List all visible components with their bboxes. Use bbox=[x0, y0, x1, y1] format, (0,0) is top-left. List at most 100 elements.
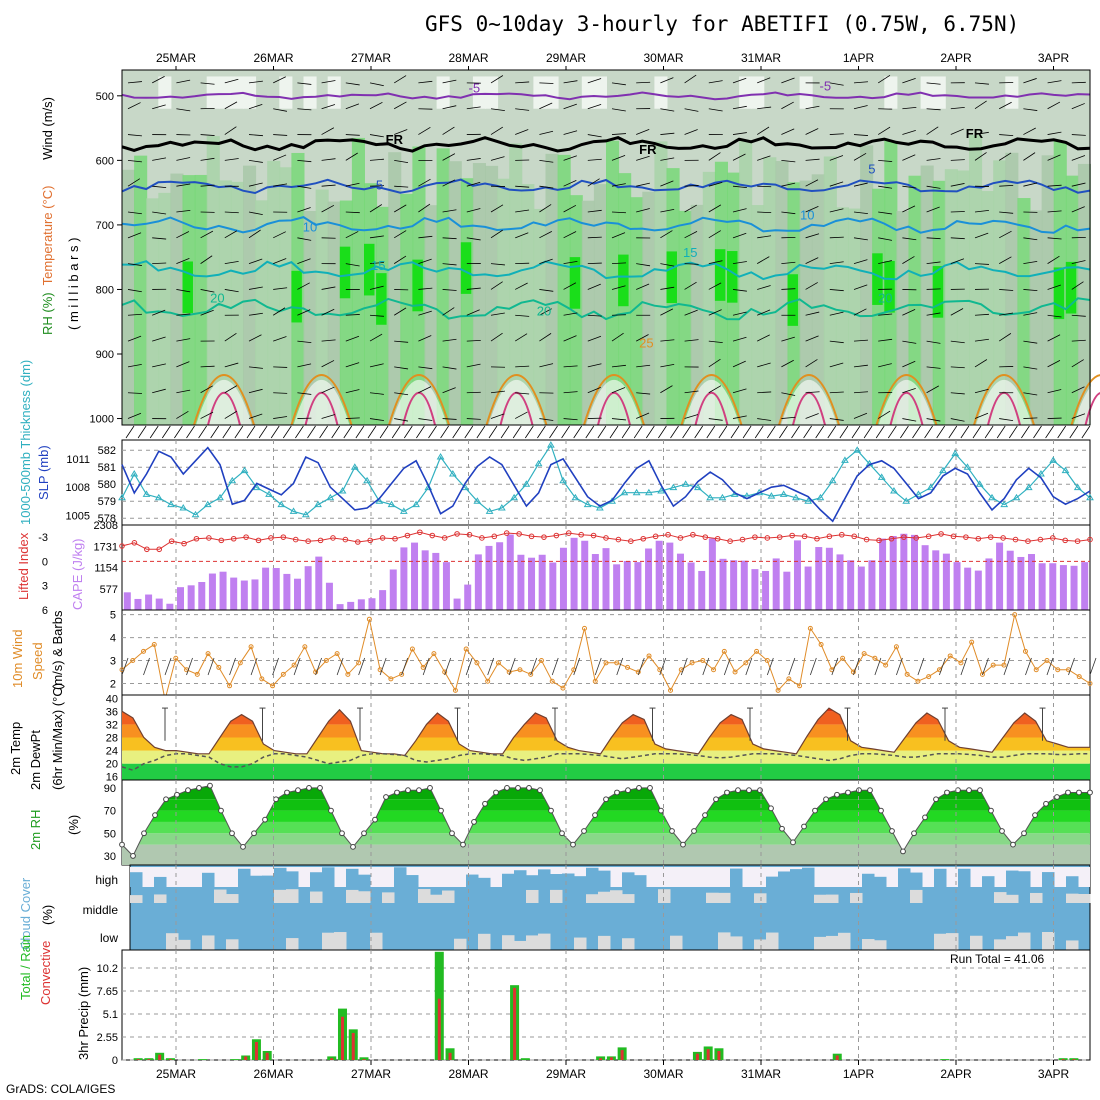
wind-barb bbox=[1023, 127, 1036, 135]
wind-barb bbox=[636, 364, 651, 368]
rh-point bbox=[218, 807, 224, 814]
rh-point bbox=[977, 787, 983, 794]
wind-barb bbox=[490, 413, 505, 419]
wind-barb-10m bbox=[659, 657, 667, 676]
contour-label: 15 bbox=[683, 245, 697, 260]
wind-barb bbox=[248, 334, 262, 342]
date-label-bottom: 30MAR bbox=[643, 1067, 683, 1081]
surface-wind-barb bbox=[234, 425, 244, 439]
wind-speed-point bbox=[1033, 667, 1039, 673]
wind-barb bbox=[224, 410, 237, 419]
thickness-point bbox=[595, 504, 604, 511]
rh-ytick: 70 bbox=[104, 806, 116, 818]
surface-wind-barb bbox=[186, 425, 195, 439]
wind-barb bbox=[248, 80, 263, 84]
wind-barb bbox=[902, 360, 916, 368]
cape-bar bbox=[900, 533, 908, 610]
li-point bbox=[206, 535, 212, 541]
wind-barb bbox=[321, 339, 336, 342]
cape-bar bbox=[208, 573, 216, 610]
li-point bbox=[230, 535, 237, 542]
cape-bar bbox=[368, 598, 376, 610]
precip-convective-bar bbox=[448, 1052, 452, 1060]
surface-wind-barb bbox=[815, 425, 825, 439]
rh-column bbox=[327, 201, 341, 425]
wind-barb bbox=[515, 108, 530, 111]
rh-point bbox=[438, 807, 444, 814]
wind-barb-10m bbox=[745, 657, 753, 676]
wind-barb bbox=[757, 362, 771, 368]
wind-barb bbox=[394, 101, 407, 110]
precip-convective-bar bbox=[136, 1059, 140, 1060]
wind-barb bbox=[636, 129, 650, 135]
wind-barb-10m bbox=[960, 657, 968, 676]
wind-barb bbox=[490, 108, 505, 112]
wind-barb bbox=[926, 108, 941, 111]
li-point bbox=[727, 538, 733, 544]
cape-bar bbox=[857, 566, 865, 610]
surface-wind-barb bbox=[742, 425, 752, 439]
li-point bbox=[553, 532, 560, 539]
thickness-point bbox=[510, 493, 518, 501]
wind-barb bbox=[757, 418, 772, 421]
li-point bbox=[826, 533, 833, 540]
wind-barb bbox=[757, 211, 772, 214]
wind-barb bbox=[442, 338, 457, 342]
rh-column bbox=[351, 137, 365, 425]
thickness-point bbox=[252, 483, 261, 491]
low-cloud-cell bbox=[322, 932, 335, 950]
rh-point bbox=[284, 789, 290, 796]
wind-barb bbox=[781, 77, 795, 84]
thickness-point bbox=[718, 493, 727, 501]
isotherm-30 bbox=[889, 391, 924, 426]
surface-wind-barb bbox=[137, 425, 147, 439]
middle-cloud-cell bbox=[274, 889, 287, 903]
ylabel-part: (%) bbox=[66, 815, 81, 835]
wind-speed-point bbox=[711, 667, 717, 673]
thickness-point bbox=[399, 507, 408, 514]
surface-wind-barb bbox=[645, 425, 655, 439]
wind-barb-10m bbox=[637, 657, 645, 676]
rh-ytick: 30 bbox=[104, 851, 116, 863]
thickness-point bbox=[546, 441, 555, 448]
rh-point bbox=[273, 796, 279, 803]
rh-point bbox=[207, 782, 213, 789]
wind-barb bbox=[563, 418, 578, 421]
wind-speed-point bbox=[560, 685, 566, 691]
middle-cloud-cell bbox=[382, 892, 395, 903]
wind-barb bbox=[902, 185, 917, 189]
li-point bbox=[863, 536, 870, 543]
rh-column bbox=[545, 153, 559, 426]
wind-barb bbox=[490, 390, 505, 394]
li-ytick: 0 bbox=[42, 556, 48, 568]
wind-barb bbox=[611, 108, 626, 112]
rh-column bbox=[194, 174, 208, 425]
wind-barb bbox=[176, 231, 190, 239]
wind-barb bbox=[442, 289, 457, 291]
rh-point bbox=[394, 789, 400, 796]
surface-wind-barb bbox=[403, 425, 413, 439]
li-point bbox=[615, 536, 622, 543]
wind-barb bbox=[539, 82, 554, 84]
wind-barb bbox=[490, 312, 505, 316]
wind-barb bbox=[781, 261, 796, 265]
surface-wind-barb bbox=[270, 425, 280, 439]
wind-barb bbox=[611, 211, 627, 214]
wind-barb bbox=[684, 339, 699, 342]
wind-barb bbox=[1071, 314, 1086, 317]
wind-speed-point bbox=[797, 683, 803, 689]
li-ytick: 6 bbox=[42, 605, 48, 617]
wind-barb bbox=[829, 311, 844, 316]
li-point bbox=[565, 530, 572, 536]
rh-column bbox=[557, 154, 571, 425]
surface-wind-barb bbox=[718, 425, 728, 439]
ylabel-part: Temperature (°C) bbox=[40, 186, 55, 286]
wind-barb bbox=[1023, 260, 1038, 265]
precip-convective-bar bbox=[599, 1058, 603, 1060]
wind-barb bbox=[539, 204, 552, 213]
precip-convective-bar bbox=[717, 1050, 721, 1060]
wind-barb bbox=[369, 333, 383, 342]
wind-barb bbox=[878, 237, 893, 241]
surface-wind-barb bbox=[682, 425, 691, 439]
rh-column bbox=[581, 200, 595, 425]
